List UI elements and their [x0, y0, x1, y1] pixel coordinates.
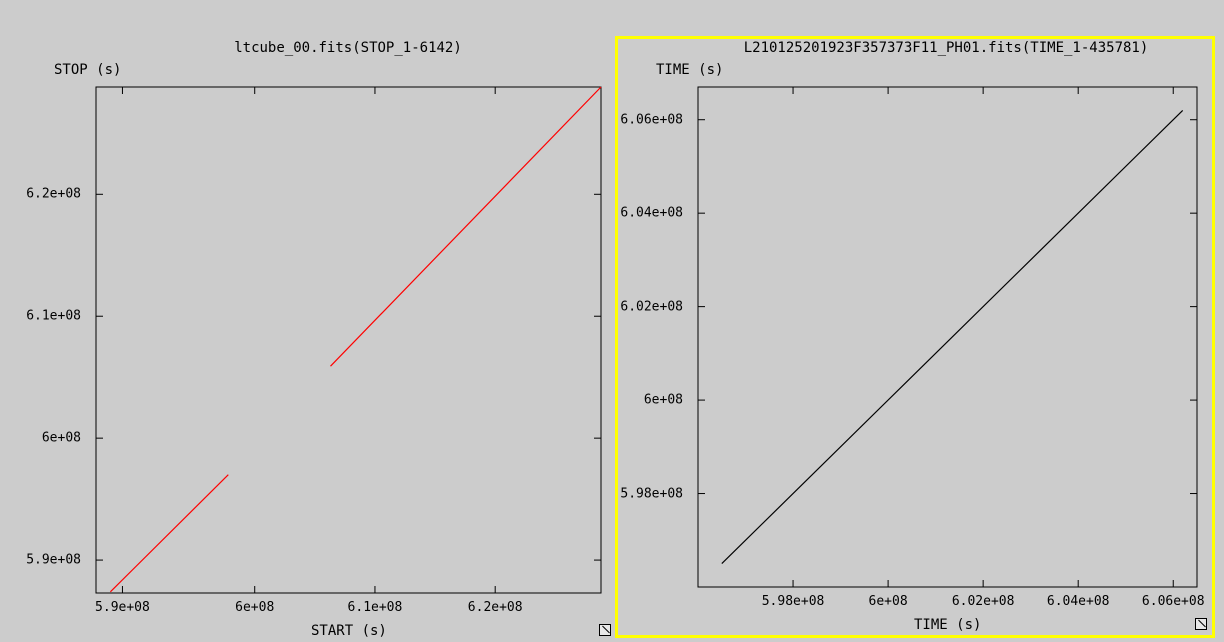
x-axis-label: TIME (s) — [914, 617, 982, 633]
x-tick-label: 6e+08 — [235, 600, 275, 615]
resize-corner-icon[interactable] — [599, 624, 611, 636]
y-tick-label: 5.98e+08 — [620, 486, 683, 502]
series-line — [721, 109, 1184, 565]
y-tick-label: 6.02e+08 — [620, 299, 683, 315]
x-tick-label: 6.1e+08 — [347, 600, 403, 615]
y-tick-label: 6.1e+08 — [26, 308, 81, 324]
chart-svg-right — [697, 86, 1198, 588]
x-axis-label: START (s) — [311, 623, 387, 639]
y-axis-label: STOP (s) — [54, 62, 122, 78]
chart-svg-left — [95, 86, 602, 594]
x-tick-label: 5.9e+08 — [95, 600, 150, 615]
x-tick-label: 6.2e+08 — [467, 600, 523, 615]
y-tick-label: 6.06e+08 — [620, 112, 683, 128]
plot-title: L210125201923F357373F11_PH01.fits(TIME_1… — [743, 40, 1149, 56]
x-tick-label: 6.04e+08 — [1046, 594, 1110, 609]
plot-frame — [697, 86, 1198, 588]
x-tick-label: 6e+08 — [868, 594, 908, 609]
x-tick-label: 5.98e+08 — [761, 594, 825, 609]
y-tick-label: 6.2e+08 — [26, 186, 81, 202]
series-line — [109, 474, 229, 593]
plot-title: ltcube_00.fits(STOP_1-6142) — [234, 40, 462, 56]
x-tick-label: 6.02e+08 — [951, 594, 1015, 609]
y-tick-label: 5.9e+08 — [26, 552, 81, 568]
plot-panel-right[interactable]: L210125201923F357373F11_PH01.fits(TIME_1… — [612, 0, 1224, 642]
resize-corner-icon[interactable] — [1195, 618, 1207, 630]
plot-frame — [95, 86, 602, 594]
series-line — [330, 86, 602, 367]
x-tick-label: 6.06e+08 — [1141, 594, 1205, 609]
y-tick-label: 6e+08 — [41, 430, 81, 446]
y-axis-label: TIME (s) — [656, 62, 724, 78]
y-tick-label: 6e+08 — [643, 392, 683, 408]
y-tick-label: 6.04e+08 — [620, 205, 683, 221]
plot-panel-left[interactable]: ltcube_00.fits(STOP_1-6142) STOP (s) STA… — [0, 0, 612, 642]
